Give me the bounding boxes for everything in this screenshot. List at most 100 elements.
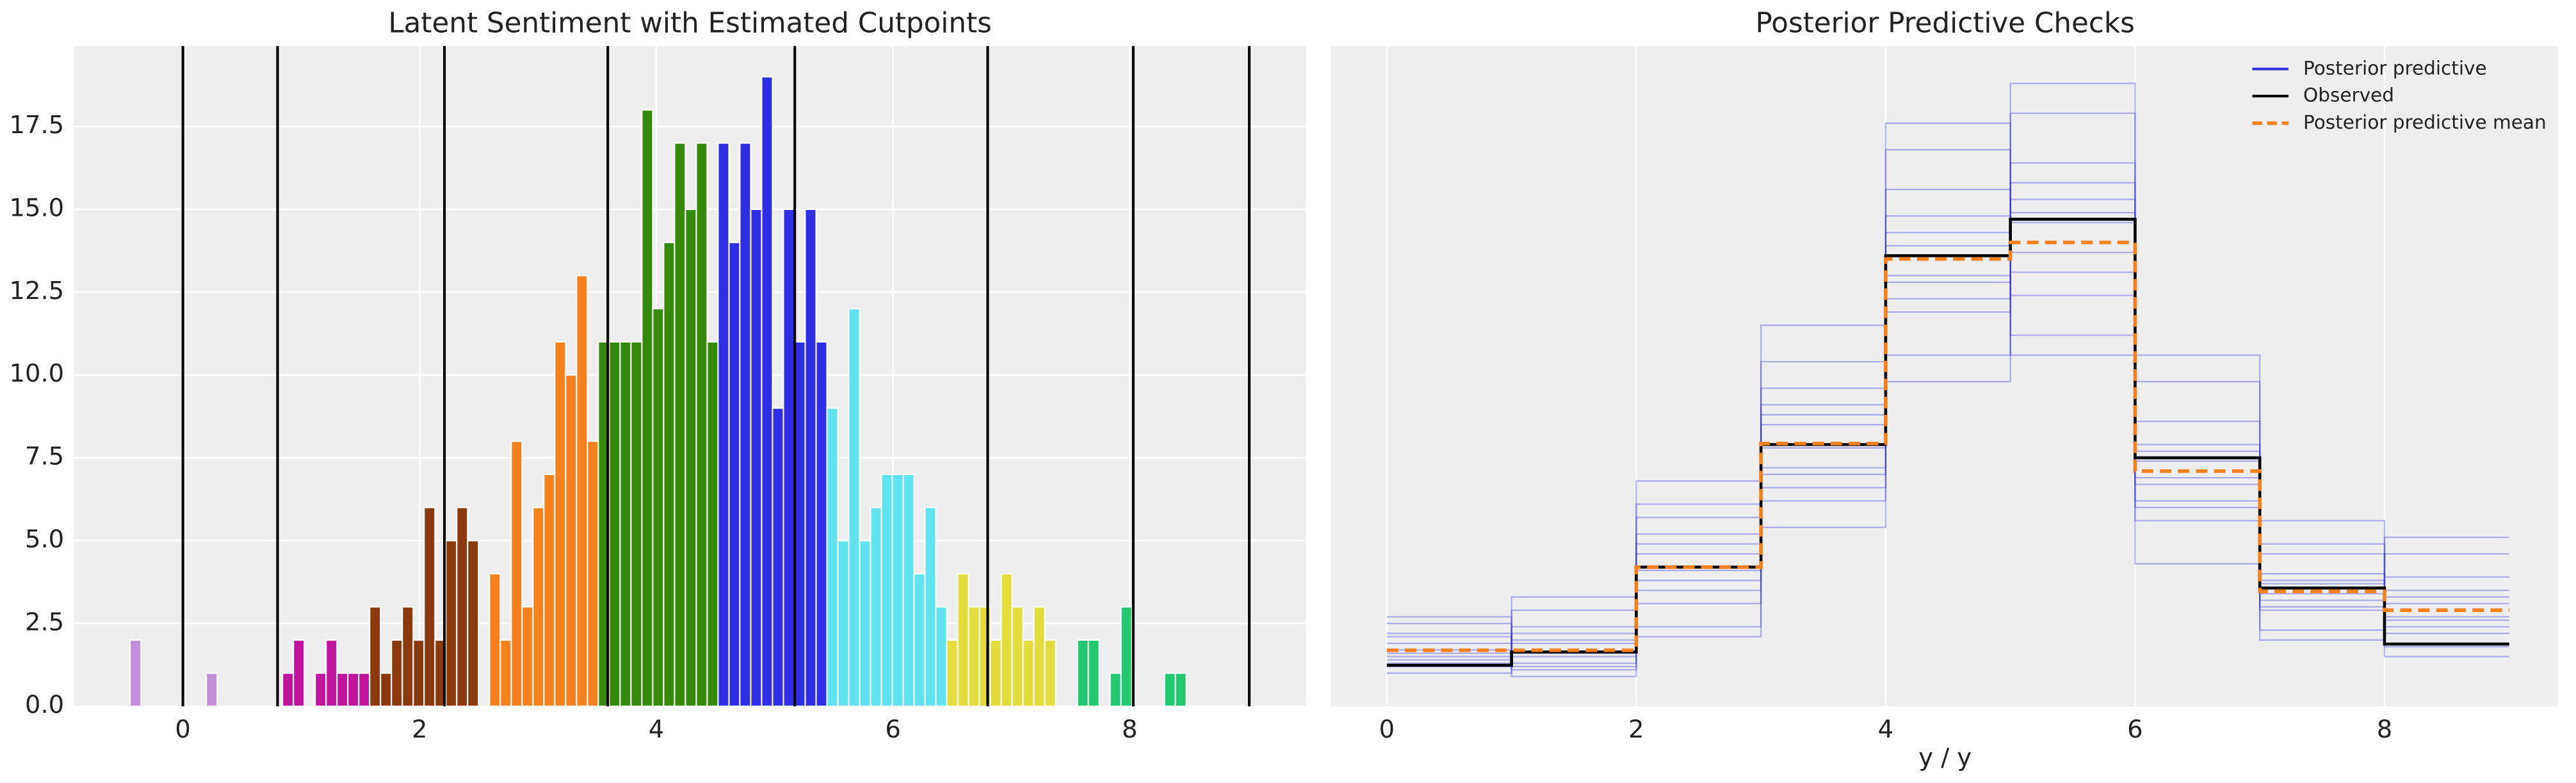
y-tick-label: 15.0 [10, 193, 65, 222]
histogram-bar [913, 573, 926, 707]
histogram-bar [1120, 606, 1133, 707]
histogram-bar [1022, 639, 1035, 707]
histogram-bar [467, 540, 480, 707]
plot-area [1331, 45, 2558, 707]
x-tick-label: 0 [1379, 715, 1395, 744]
x-tick-label: 2 [412, 715, 427, 744]
histogram-bar [532, 506, 545, 707]
histogram-bar [369, 606, 382, 707]
histogram-bar [1163, 672, 1176, 707]
histogram-bar [565, 374, 578, 707]
histogram-bar [695, 142, 708, 707]
histogram-bar [1174, 672, 1187, 707]
legend-label: Observed [2303, 85, 2394, 106]
x-axis-label: y / y [1918, 743, 1972, 772]
histogram-bar [630, 341, 643, 707]
histogram-bar [401, 606, 414, 707]
histogram-bar [924, 506, 937, 707]
y-tick-label: 2.5 [25, 608, 64, 636]
chart-title: Posterior Predictive Checks [1756, 7, 2135, 39]
histogram-bar [1109, 672, 1122, 707]
x-tick-label: 2 [1628, 715, 1644, 744]
posterior-predictive-line [1386, 252, 2509, 677]
posterior-predictive-line [1386, 122, 2509, 651]
histogram-bar [391, 639, 403, 707]
histogram-bar [989, 639, 1002, 707]
posterior-predictive-line [1386, 162, 2509, 648]
posterior-predictive-line [1386, 232, 2509, 665]
histogram-bar [946, 639, 959, 707]
histogram-bar [968, 606, 980, 707]
x-tick-label: 6 [2127, 715, 2143, 744]
x-tick-label: 8 [1122, 715, 1137, 744]
histogram-bar [804, 208, 817, 707]
histogram-bar [380, 672, 393, 707]
posterior-predictive-line [1386, 198, 2509, 668]
histogram-bar [957, 573, 969, 707]
step-line [1386, 240, 2509, 652]
histogram-bar [619, 341, 632, 707]
x-tick-label: 6 [885, 715, 900, 744]
histogram-bar [859, 540, 871, 707]
histogram-bar [358, 672, 371, 707]
histogram-bar [521, 606, 534, 707]
y-tick-label: 12.5 [10, 277, 65, 305]
histogram-bar [1011, 606, 1024, 707]
histogram-bar [848, 308, 861, 707]
histogram-bar [663, 241, 676, 707]
histogram-bar [739, 142, 752, 707]
histogram-bar [489, 573, 501, 707]
histogram-bar [782, 208, 795, 707]
histogram-bar [347, 672, 360, 707]
histogram-bar [510, 440, 523, 707]
histogram-bar [728, 241, 741, 707]
histogram-bar [543, 473, 556, 707]
histogram-bar [412, 639, 425, 707]
histogram-bar [870, 506, 882, 707]
histogram-bar [902, 473, 915, 707]
histogram-bar [423, 506, 436, 707]
legend-label: Posterior predictive mean [2303, 111, 2547, 133]
histogram-bar [1044, 639, 1057, 707]
y-tick-label: 5.0 [25, 525, 64, 554]
histogram-bar [685, 208, 697, 707]
histogram-bar [1000, 573, 1013, 707]
histogram-bar [587, 440, 599, 707]
histogram-bar [554, 341, 567, 707]
histogram-bar [314, 672, 327, 707]
posterior-predictive-line [1386, 149, 2509, 674]
histogram-bar [1076, 639, 1089, 707]
y-tick-label: 7.5 [25, 442, 64, 471]
posterior-predictive-line [1386, 188, 2509, 671]
histogram-bar [325, 639, 338, 707]
y-tick-label: 17.5 [10, 111, 65, 140]
posterior-predictive-line [1386, 222, 2509, 661]
histogram-bar [1087, 639, 1100, 707]
histogram-bar [706, 341, 719, 707]
histogram-bar [206, 672, 218, 707]
histogram-bar [293, 639, 305, 707]
histogram-bar [336, 672, 349, 707]
histogram-bar [641, 109, 654, 707]
histogram-bar [608, 341, 621, 707]
posterior-predictive-line [1386, 275, 2509, 654]
histogram-bar [717, 142, 730, 707]
x-tick-label: 8 [2377, 715, 2392, 744]
chart-title: Latent Sentiment with Estimated Cutpoint… [388, 7, 991, 39]
legend-label: Posterior predictive [2303, 57, 2487, 79]
histogram-bar [674, 142, 686, 707]
posterior-predictive-line [1386, 182, 2509, 658]
histogram-bar [499, 639, 512, 707]
posterior-predictive-line [1386, 83, 2509, 668]
histogram-bar [652, 308, 665, 707]
x-tick-label: 4 [649, 715, 664, 744]
histogram-bar [891, 473, 904, 707]
histogram-bar [456, 506, 469, 707]
y-tick-label: 10.0 [10, 359, 65, 388]
histogram-bar [837, 540, 850, 707]
histogram-bar [772, 407, 784, 707]
histogram-bar [880, 473, 893, 707]
x-tick-label: 4 [1878, 715, 1893, 744]
histogram-bar [815, 341, 828, 707]
